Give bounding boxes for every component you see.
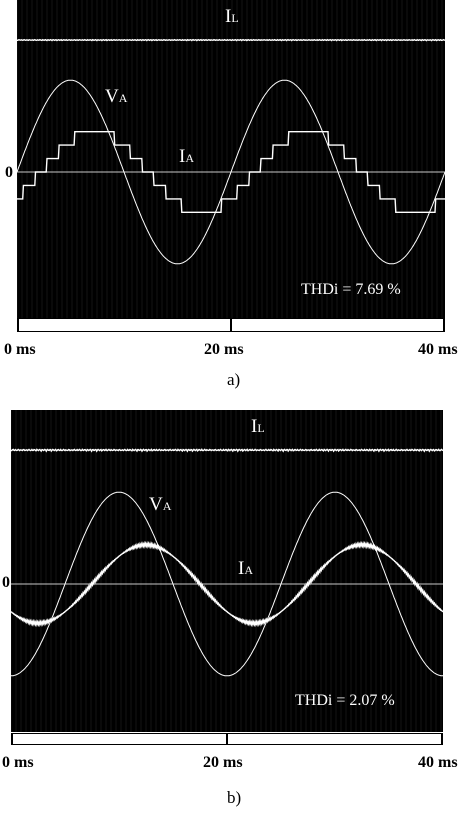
oscilloscope-screen-a: IL VA IA THDi = 7.69 % (17, 0, 445, 318)
tick-label-40ms-a: 40 ms (418, 341, 458, 358)
label-il-b: IL (251, 416, 265, 437)
tick-label-0ms-b: 0 ms (2, 754, 34, 771)
time-axis-svg (17, 318, 445, 332)
tick-label-20ms-a: 20 ms (204, 341, 244, 358)
label-ia-a: IA (179, 146, 194, 167)
tick-label-20ms-b: 20 ms (203, 754, 243, 771)
label-va-a: VA (105, 86, 128, 107)
time-axis-a (17, 318, 445, 332)
series-il-trace (11, 448, 443, 453)
series-va-trace (11, 491, 443, 677)
chart-plot-b (11, 410, 443, 732)
label-va-b: VA (149, 494, 172, 515)
series-va-trace (17, 79, 445, 265)
tick-label-40ms-b: 40 ms (418, 754, 458, 771)
label-ia-b: IA (238, 558, 253, 579)
thd-annotation-a: THDi = 7.69 % (301, 281, 401, 298)
thd-annotation-b: THDi = 2.07 % (295, 692, 395, 709)
series-ia-trace (11, 540, 443, 628)
series-il-trace (17, 38, 445, 42)
series-ia-trace (17, 130, 445, 214)
panel-caption-b: b) (227, 788, 242, 807)
label-il-a: IL (225, 6, 239, 27)
time-axis-b (11, 732, 443, 745)
panel-caption-a: a) (227, 370, 241, 389)
zero-label-a: 0 (5, 164, 13, 181)
zero-label-b: 0 (2, 574, 10, 591)
tick-label-0ms-a: 0 ms (4, 341, 36, 358)
chart-plot-a (17, 0, 445, 318)
time-axis-svg (11, 733, 443, 745)
oscilloscope-screen-b: IL VA IA THDi = 2.07 % (11, 410, 443, 732)
